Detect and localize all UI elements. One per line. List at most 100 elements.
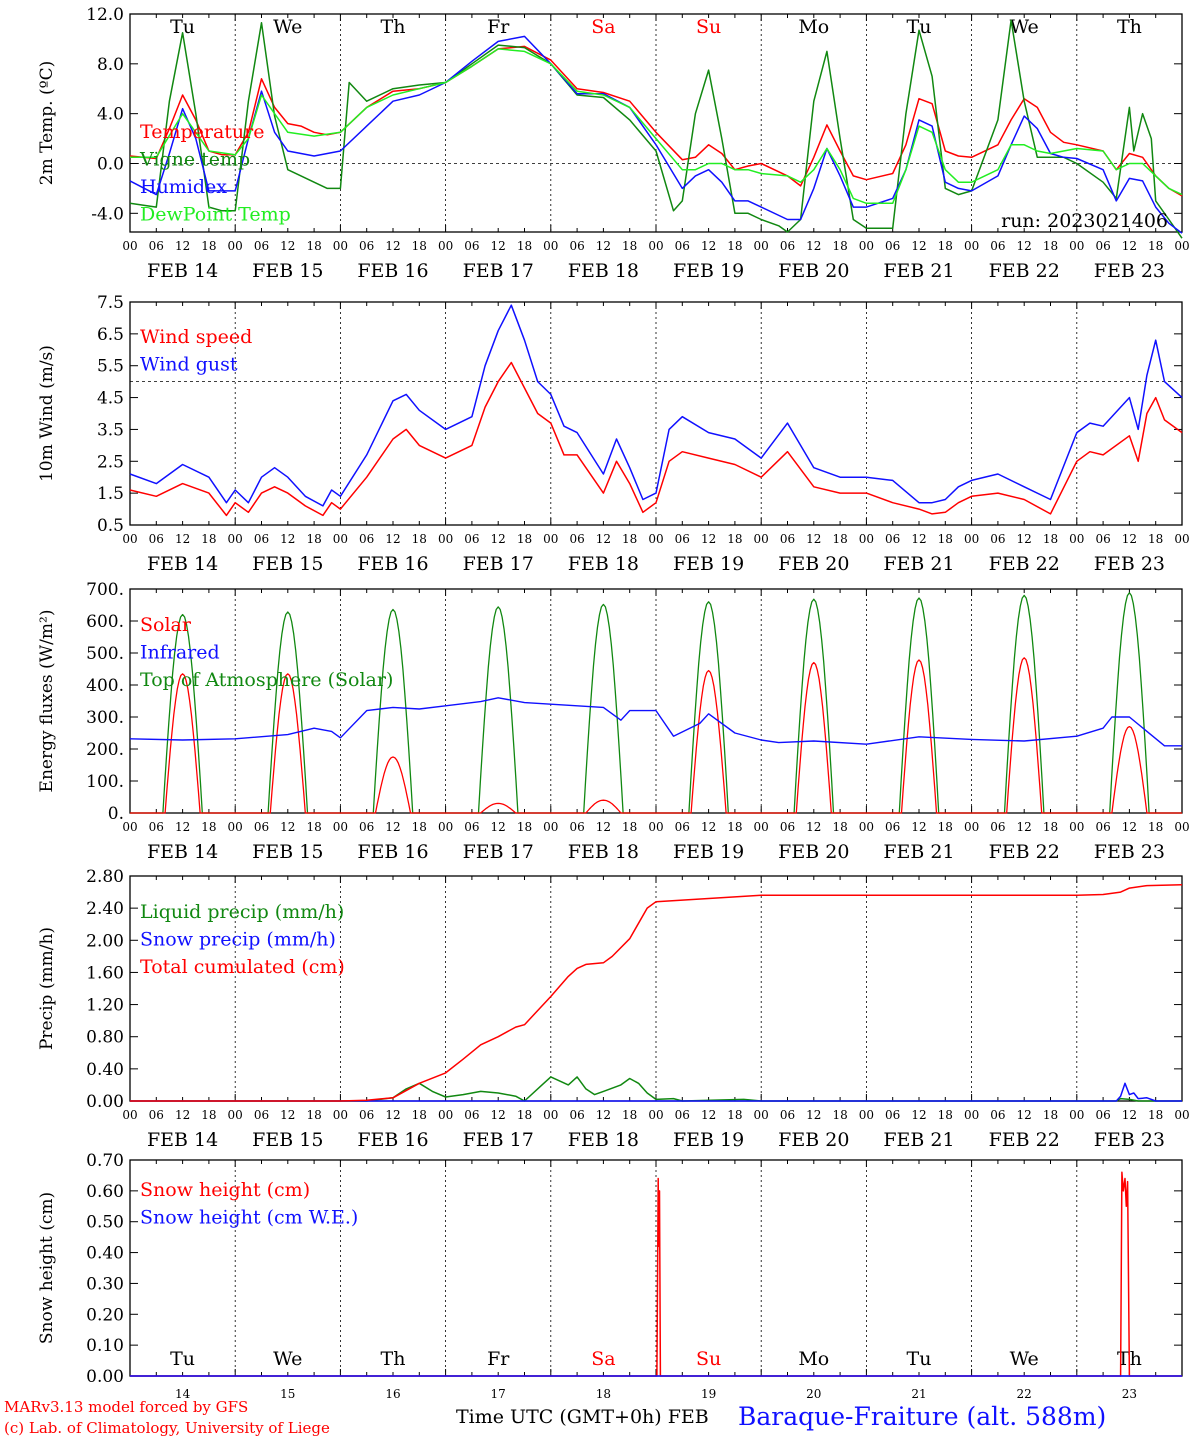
hour-label: 12	[1122, 820, 1137, 834]
hour-label: 18	[201, 532, 216, 546]
day-number: 15	[280, 1387, 295, 1401]
hour-label: 12	[280, 820, 295, 834]
hour-label: 06	[885, 532, 900, 546]
y-axis-label: Snow height (cm)	[37, 1192, 57, 1344]
hour-label: 12	[1017, 239, 1032, 253]
date-label: FEB 23	[1094, 553, 1165, 575]
hour-label: 00	[1069, 239, 1084, 253]
hour-label: 00	[754, 239, 769, 253]
run-annotation: run: 2023021406	[1001, 210, 1168, 232]
hour-label: 00	[438, 239, 453, 253]
hour-label: 06	[569, 820, 584, 834]
series-snow-height-cm	[130, 1171, 1182, 1377]
date-label: FEB 16	[357, 1129, 428, 1151]
hour-label: 12	[596, 532, 611, 546]
legend-entry: Humidex	[140, 176, 227, 198]
hour-label: 06	[359, 239, 374, 253]
date-label: FEB 20	[778, 260, 849, 282]
hour-label: 18	[1148, 820, 1163, 834]
hour-label: 00	[648, 239, 663, 253]
hour-label: 18	[517, 1108, 532, 1122]
hour-label: 00	[228, 820, 243, 834]
series-solar	[130, 657, 1182, 814]
series-wind-gust	[129, 304, 1183, 507]
hour-label: 06	[780, 532, 795, 546]
hour-label: 18	[1043, 239, 1058, 253]
date-label: FEB 21	[883, 1129, 954, 1151]
day-name: Mo	[798, 16, 829, 38]
date-label: FEB 14	[147, 841, 218, 863]
hour-label: 06	[254, 532, 269, 546]
y-tick-label: 0.5	[97, 516, 124, 536]
hour-label: 06	[675, 239, 690, 253]
hour-label: 00	[859, 1108, 874, 1122]
y-tick-label: 0.30	[86, 1274, 124, 1294]
hour-label: 18	[517, 532, 532, 546]
day-name: Su	[696, 16, 721, 38]
legend-entry: Temperature	[140, 121, 264, 143]
hour-label: 06	[254, 820, 269, 834]
hour-label: 00	[964, 239, 979, 253]
hour-label: 00	[122, 1108, 137, 1122]
hour-label: 00	[754, 1108, 769, 1122]
hour-label: 06	[149, 239, 164, 253]
hour-label: 12	[491, 1108, 506, 1122]
hour-label: 06	[464, 532, 479, 546]
hour-label: 18	[517, 820, 532, 834]
legend-entry: Snow height (cm W.E.)	[140, 1207, 358, 1229]
date-label: FEB 14	[147, 260, 218, 282]
date-label: FEB 20	[778, 1129, 849, 1151]
y-tick-label: 0.	[108, 804, 124, 824]
hour-label: 18	[201, 1108, 216, 1122]
y-tick-label: 0.10	[86, 1336, 124, 1356]
hour-label: 12	[911, 820, 926, 834]
y-tick-label: 4.0	[97, 105, 124, 125]
y-tick-label: 0.00	[86, 1367, 124, 1387]
hour-label: 06	[675, 532, 690, 546]
hour-label: 18	[306, 239, 321, 253]
date-label: FEB 22	[989, 1129, 1060, 1151]
hour-label: 18	[832, 239, 847, 253]
hour-label: 12	[175, 239, 190, 253]
hour-label: 00	[1069, 820, 1084, 834]
hour-label: 12	[175, 532, 190, 546]
hour-label: 12	[596, 1108, 611, 1122]
legend-entry: Liquid precip (mm/h)	[140, 901, 344, 923]
y-tick-label: 1.60	[86, 963, 124, 983]
hour-label: 12	[280, 1108, 295, 1122]
hour-label: 00	[964, 1108, 979, 1122]
hour-label: 12	[596, 239, 611, 253]
series-infrared	[129, 697, 1182, 747]
hour-label: 06	[149, 532, 164, 546]
date-label: FEB 19	[673, 841, 744, 863]
date-label: FEB 15	[252, 553, 323, 575]
hour-label: 18	[1148, 1108, 1163, 1122]
hour-label: 06	[254, 239, 269, 253]
date-label: FEB 22	[989, 841, 1060, 863]
hour-label: 06	[359, 1108, 374, 1122]
hour-label: 12	[175, 820, 190, 834]
hour-label: 12	[911, 239, 926, 253]
day-number: 19	[701, 1387, 716, 1401]
y-tick-label: 2.80	[86, 867, 124, 887]
hour-label: 06	[149, 1108, 164, 1122]
hour-label: 12	[1017, 532, 1032, 546]
hour-label: 18	[727, 1108, 742, 1122]
y-tick-label: 100.	[86, 772, 124, 792]
date-label: FEB 21	[883, 553, 954, 575]
hour-label: 12	[385, 239, 400, 253]
hour-label: 12	[175, 1108, 190, 1122]
legend-entry: Wind speed	[140, 326, 252, 348]
hour-label: 12	[806, 1108, 821, 1122]
date-label: FEB 19	[673, 260, 744, 282]
date-label: FEB 16	[357, 260, 428, 282]
y-tick-label: -4.0	[91, 204, 124, 224]
date-label: FEB 14	[147, 1129, 218, 1151]
hour-label: 06	[885, 820, 900, 834]
y-tick-label: 2.40	[86, 899, 124, 919]
hour-label: 12	[491, 532, 506, 546]
date-label: FEB 17	[463, 1129, 534, 1151]
y-tick-label: 400.	[86, 676, 124, 696]
y-tick-label: 0.50	[86, 1213, 124, 1233]
hour-label: 06	[464, 820, 479, 834]
